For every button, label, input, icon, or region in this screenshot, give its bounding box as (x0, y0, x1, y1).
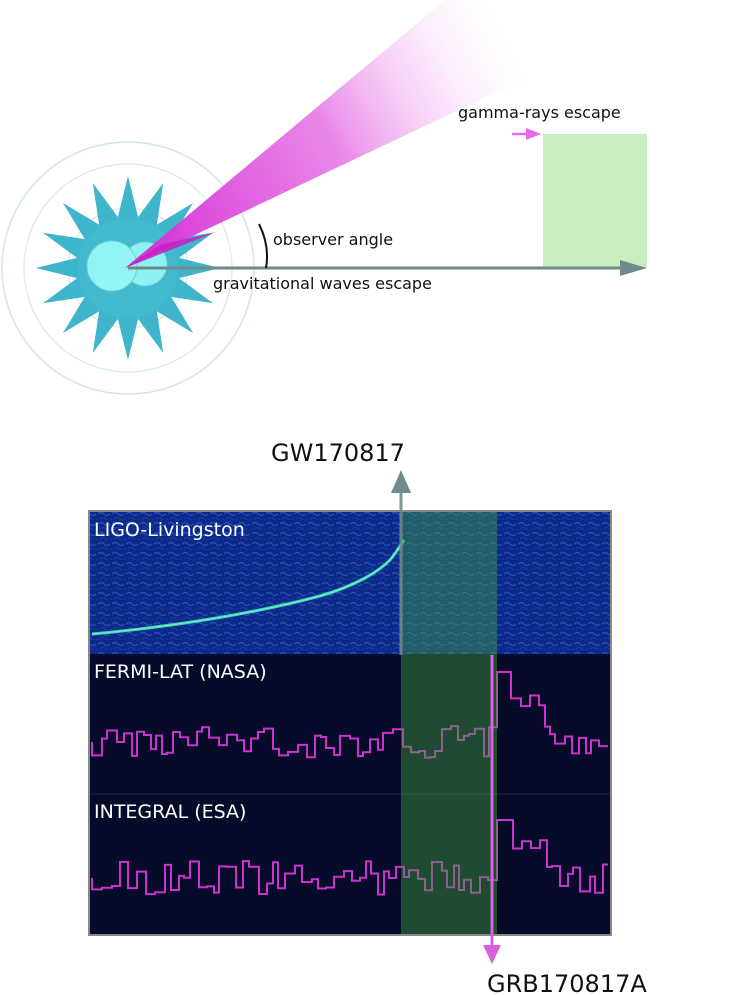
observer-angle-arc (258, 223, 269, 269)
observer-angle-label: observer angle (273, 230, 393, 249)
time-window-highlight (401, 511, 497, 935)
arrow-right-icon (620, 260, 647, 276)
integral-panel (89, 794, 611, 935)
integral-trace (91, 819, 608, 896)
merger-schematic: gamma-rays escape observer angle gravita… (1, 0, 647, 395)
gamma-ray-cone (125, 0, 522, 268)
detector-box (543, 134, 647, 267)
ligo-panel-label: LIGO-Livingston (94, 519, 245, 541)
fermi-panel-label: FERMI-LAT (NASA) (94, 661, 267, 683)
arrow-down-icon (483, 945, 501, 964)
integral-panel-label: INTEGRAL (ESA) (94, 801, 246, 823)
arrow-up-icon (391, 470, 411, 493)
fermi-trace (91, 671, 608, 759)
neutron-star-core (86, 240, 138, 292)
grb-event-label: GRB170817A (487, 970, 647, 995)
gamma-rays-escape-label: gamma-rays escape (458, 103, 621, 122)
arrow-right-icon (526, 128, 541, 140)
gw-event-label: GW170817 (271, 439, 405, 467)
fermi-panel (89, 654, 611, 794)
gamma-ray-cone-inner (125, 232, 216, 268)
ligo-chirp-glow (91, 539, 405, 635)
ligo-panel (89, 511, 611, 654)
detector-panels: LIGO-Livingston FERMI-LAT (NASA) INTEGRA… (88, 510, 612, 936)
gravitational-waves-escape-label: gravitational waves escape (213, 274, 432, 293)
panel-frame (88, 510, 612, 936)
